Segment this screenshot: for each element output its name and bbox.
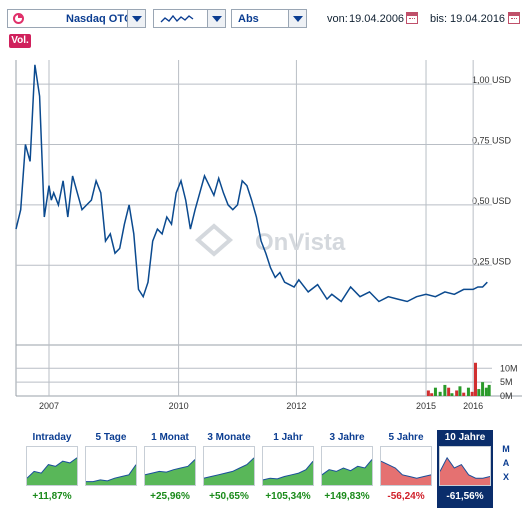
chevron-down-icon[interactable] [288, 10, 306, 27]
watermark-logo: OnVista [255, 229, 346, 256]
period-label: 1 Jahr [273, 432, 303, 443]
price-chart: 1,00 USD 0,75 USD 0,50 USD 0,25 USD 2007 2010… [15, 60, 522, 411]
period-change-value: -61,56% [446, 491, 484, 502]
year-tick-label: 2016 [463, 401, 483, 411]
volume-bar [458, 386, 462, 396]
volume-bar [466, 387, 470, 396]
exchange-select[interactable]: Nasdaq OTC [7, 9, 146, 28]
period-label: 5 Tage [95, 432, 127, 443]
watermark-mark [194, 223, 234, 257]
volume-bar [447, 387, 451, 396]
volume-tick-label: 10M [500, 363, 518, 373]
period-change-value: +11,87% [32, 491, 72, 502]
volume-bar [443, 384, 447, 396]
from-date-label: von: [327, 13, 348, 25]
period-tab-10-jahre[interactable]: 10 Jahre -61,56% [437, 430, 493, 508]
chart-toolbar: Nasdaq OTC Abs von: 19.04.2006 bis: 19.0… [0, 0, 526, 30]
period-label: Intraday [32, 432, 72, 443]
line-chart-icon [160, 14, 194, 23]
period-thumbnail-chart [262, 446, 314, 486]
period-label: 10 Jahre [444, 432, 486, 443]
period-tab-1-monat[interactable]: 1 Monat +25,96% [142, 430, 198, 508]
year-tick-label: 2007 [39, 401, 59, 411]
exchange-select-value: Nasdaq OTC [66, 13, 133, 25]
period-change-value: +25,96% [150, 491, 190, 502]
to-date-value[interactable]: 19.04.2016 [450, 13, 506, 25]
period-tab-3-jahre[interactable]: 3 Jahre +149,83% [319, 430, 375, 508]
volume-bar [426, 390, 430, 396]
period-thumbnail-chart [321, 446, 373, 486]
volume-bar [450, 393, 454, 396]
volume-bar [474, 362, 478, 396]
volume-bar [455, 390, 459, 396]
period-label: 1 Monat [151, 432, 189, 443]
volume-bar [477, 389, 481, 396]
volume-bar [470, 391, 474, 396]
scale-select[interactable]: Abs [231, 9, 307, 28]
period-thumbnail-chart [144, 446, 196, 486]
volume-bar [481, 382, 485, 396]
exchange-icon [13, 13, 24, 24]
period-thumbnail-chart [439, 446, 491, 486]
price-tick-label: 0,25 USD [472, 256, 512, 266]
volume-toggle-button[interactable]: Vol. [9, 34, 31, 48]
period-change-value: -56,24% [387, 491, 425, 502]
volume-tick-label: 0M [500, 391, 513, 401]
scale-select-value: Abs [238, 13, 259, 25]
volume-bar [484, 387, 488, 396]
price-line [15, 64, 488, 303]
period-thumbnail-chart [380, 446, 432, 486]
from-date-value[interactable]: 19.04.2006 [349, 13, 405, 25]
year-tick-label: 2010 [169, 401, 189, 411]
volume-bar [433, 387, 437, 396]
volume-bar [438, 391, 442, 396]
chevron-down-icon[interactable] [127, 10, 145, 27]
period-label: 5 Jahre [388, 432, 424, 443]
chart-style-select[interactable] [153, 9, 226, 28]
year-tick-label: 2015 [416, 401, 436, 411]
period-selector: Intraday +11,87% 5 Tage 1 Monat +25,96% 3 Mon… [24, 430, 524, 510]
period-tab-intraday[interactable]: Intraday +11,87% [24, 430, 80, 508]
period-label: 3 Jahre [329, 432, 365, 443]
period-label: 3 Monate [207, 432, 251, 443]
chevron-down-icon[interactable] [207, 10, 225, 27]
period-tab-5-jahre[interactable]: 5 Jahre -56,24% [378, 430, 434, 508]
calendar-icon[interactable] [406, 12, 418, 24]
to-date-label: bis: [430, 13, 448, 25]
calendar-icon[interactable] [508, 12, 520, 24]
period-change-value: +149,83% [324, 491, 370, 502]
period-tab-3-monate[interactable]: 3 Monate +50,65% [201, 430, 257, 508]
period-thumbnail-chart [26, 446, 78, 486]
volume-bar [487, 384, 491, 396]
period-tab-1-jahr[interactable]: 1 Jahr +105,34% [260, 430, 316, 508]
volume-bar [462, 392, 466, 396]
period-thumbnail-chart [85, 446, 137, 486]
period-thumbnail-chart [203, 446, 255, 486]
price-tick-label: 0,50 USD [472, 196, 512, 206]
price-tick-label: 1,00 USD [472, 75, 512, 85]
period-change-value: +105,34% [265, 491, 311, 502]
volume-bar [430, 393, 434, 396]
volume-tick-label: 5M [500, 377, 513, 387]
year-tick-label: 2012 [286, 401, 306, 411]
period-change-value: +50,65% [209, 491, 249, 502]
price-tick-label: 0,75 USD [472, 136, 512, 146]
period-tab-5-tage[interactable]: 5 Tage [83, 430, 139, 508]
